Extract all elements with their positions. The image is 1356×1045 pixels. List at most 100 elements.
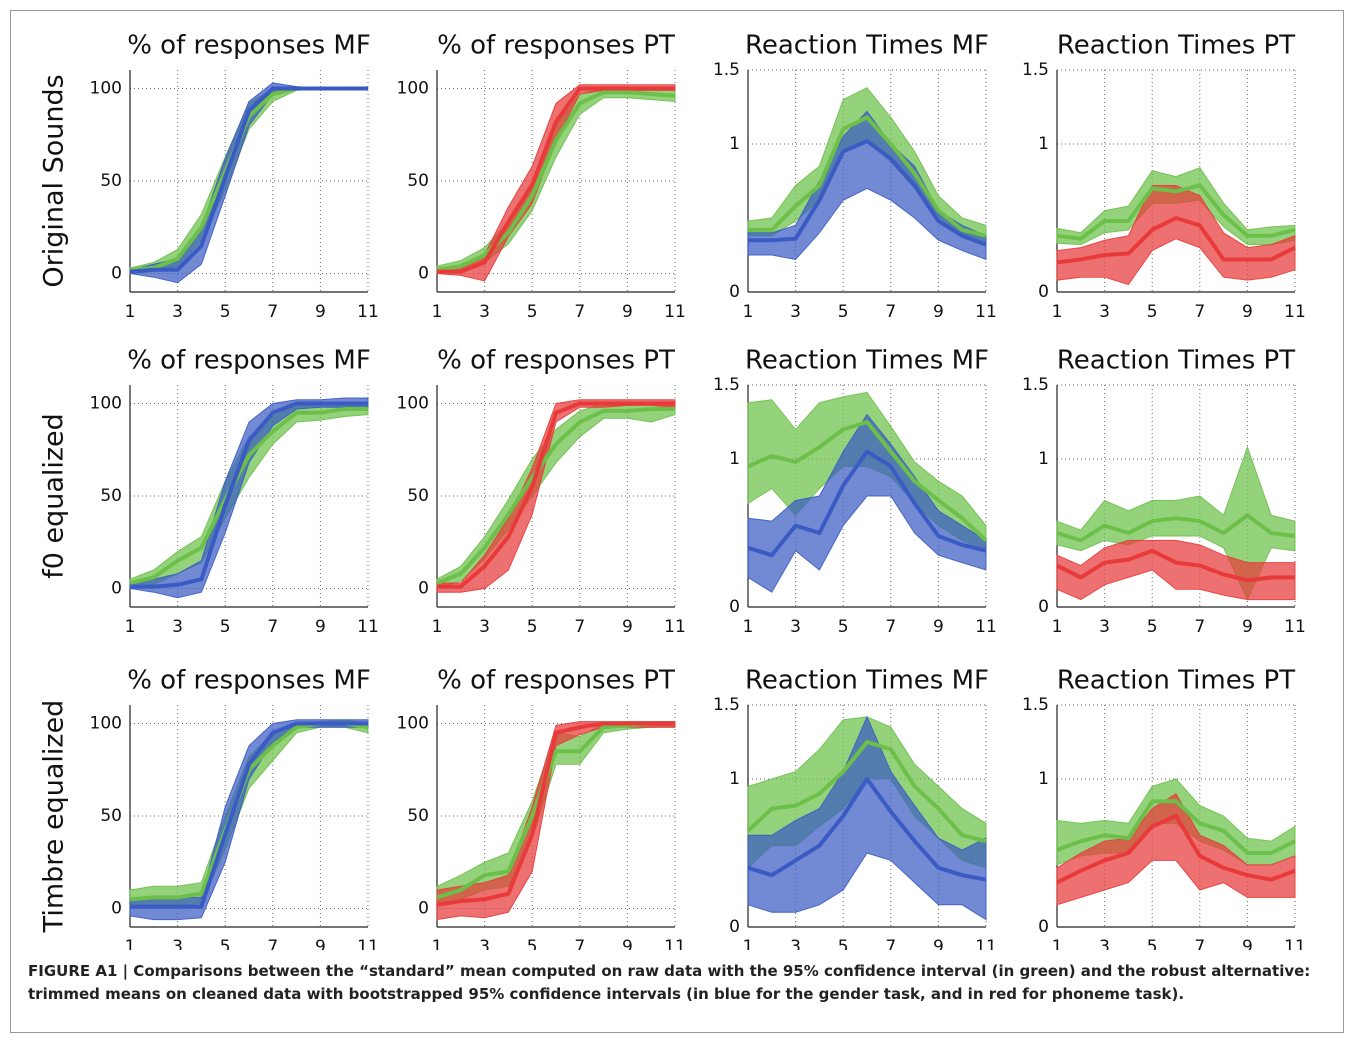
x-tick-label: 5 xyxy=(527,937,538,950)
x-tick-label: 1 xyxy=(1052,617,1063,637)
confidence-band xyxy=(436,84,676,282)
y-tick-label: 0 xyxy=(729,282,740,302)
x-tick-label: 11 xyxy=(664,937,686,950)
x-tick-label: 9 xyxy=(1242,302,1253,322)
x-tick-label: 9 xyxy=(933,937,944,950)
x-tick-label: 9 xyxy=(622,937,633,950)
mean-line xyxy=(747,420,988,542)
chart-title: % of responses PT xyxy=(437,346,675,376)
x-tick-label: 9 xyxy=(1242,937,1253,950)
mean-line xyxy=(130,401,368,589)
mean-line xyxy=(436,721,675,907)
x-tick-label: 5 xyxy=(1147,617,1158,637)
x-tick-label: 1 xyxy=(432,302,443,322)
x-tick-label: 9 xyxy=(315,937,326,950)
x-tick-label: 7 xyxy=(885,617,896,637)
x-tick-label: 1 xyxy=(125,617,136,637)
y-tick-label: 1.5 xyxy=(1022,60,1049,80)
mean-line xyxy=(1056,183,1296,241)
x-tick-label: 1 xyxy=(743,302,754,322)
x-tick-label: 11 xyxy=(357,302,379,322)
mean-line xyxy=(1056,548,1295,583)
x-tick-label: 5 xyxy=(220,302,231,322)
mean-line xyxy=(1056,814,1296,885)
y-tick-label: 1 xyxy=(729,449,740,469)
y-tick-label: 50 xyxy=(407,806,429,826)
mean-line xyxy=(436,407,675,585)
x-tick-label: 9 xyxy=(1242,617,1253,637)
x-tick-label: 7 xyxy=(267,302,278,322)
y-tick-label: 0 xyxy=(111,579,122,599)
x-tick-label: 11 xyxy=(1284,302,1306,322)
chart-title: % of responses MF xyxy=(127,31,371,61)
y-tick-label: 1.5 xyxy=(1022,695,1049,715)
mean-line xyxy=(748,139,987,247)
y-tick-label: 100 xyxy=(90,394,122,414)
mean-line xyxy=(437,401,675,589)
confidence-band xyxy=(747,413,987,593)
chart-title: Reaction Times MF xyxy=(745,666,989,696)
x-tick-label: 5 xyxy=(1147,937,1158,950)
x-tick-label: 9 xyxy=(622,617,633,637)
y-tick-label: 0 xyxy=(729,597,740,617)
x-tick-label: 3 xyxy=(790,617,801,637)
row-label: Original Sounds xyxy=(39,74,70,287)
y-tick-label: 1 xyxy=(1038,769,1049,789)
x-tick-label: 7 xyxy=(267,937,278,950)
chart-title: Reaction Times MF xyxy=(745,346,989,376)
x-tick-label: 5 xyxy=(838,302,849,322)
mean-line xyxy=(746,740,987,844)
x-tick-label: 1 xyxy=(125,302,136,322)
x-tick-label: 11 xyxy=(975,617,997,637)
confidence-band xyxy=(436,721,676,906)
mean-line xyxy=(747,449,987,558)
x-tick-label: 11 xyxy=(357,937,379,950)
chart-title: % of responses PT xyxy=(437,31,675,61)
x-tick-label: 3 xyxy=(1099,617,1110,637)
x-tick-label: 7 xyxy=(574,937,585,950)
x-tick-label: 9 xyxy=(933,302,944,322)
y-tick-label: 0 xyxy=(111,899,122,919)
x-tick-label: 9 xyxy=(933,617,944,637)
x-tick-label: 3 xyxy=(479,302,490,322)
confidence-band xyxy=(1056,793,1296,906)
x-tick-label: 3 xyxy=(1099,937,1110,950)
y-tick-label: 50 xyxy=(100,806,122,826)
x-tick-label: 9 xyxy=(315,617,326,637)
y-tick-label: 0 xyxy=(1038,282,1049,302)
x-tick-label: 5 xyxy=(1147,302,1158,322)
mean-line xyxy=(748,115,987,238)
x-tick-label: 3 xyxy=(790,937,801,950)
x-tick-label: 7 xyxy=(1194,302,1205,322)
x-tick-label: 5 xyxy=(838,617,849,637)
x-tick-label: 11 xyxy=(975,302,997,322)
caption: FIGURE A1 | Comparisons between the “sta… xyxy=(28,962,1311,1003)
x-tick-label: 1 xyxy=(432,617,443,637)
mean-line xyxy=(129,407,368,585)
x-tick-label: 3 xyxy=(172,937,183,950)
chart-title: Reaction Times PT xyxy=(1057,31,1295,61)
x-tick-label: 11 xyxy=(357,617,379,637)
x-tick-label: 3 xyxy=(172,302,183,322)
y-tick-label: 100 xyxy=(90,714,122,734)
x-tick-label: 7 xyxy=(885,937,896,950)
x-tick-label: 5 xyxy=(220,937,231,950)
x-tick-label: 7 xyxy=(574,617,585,637)
x-tick-label: 9 xyxy=(315,302,326,322)
x-tick-label: 5 xyxy=(527,302,538,322)
chart-title: % of responses MF xyxy=(127,346,371,376)
y-tick-label: 1.5 xyxy=(713,60,740,80)
mean-line xyxy=(747,777,987,882)
x-tick-label: 1 xyxy=(1052,937,1063,950)
x-tick-label: 11 xyxy=(1284,937,1306,950)
y-tick-label: 0 xyxy=(418,899,429,919)
mean-line xyxy=(1056,513,1296,543)
mean-line xyxy=(129,86,368,274)
figure: Original Sounds f0 equalized Timbre equa… xyxy=(39,31,1306,951)
x-tick-label: 1 xyxy=(432,937,443,950)
row-label: Timbre equalized xyxy=(39,700,70,934)
mean-line xyxy=(437,86,675,274)
confidence-band xyxy=(1056,539,1296,601)
y-tick-label: 100 xyxy=(397,714,429,734)
